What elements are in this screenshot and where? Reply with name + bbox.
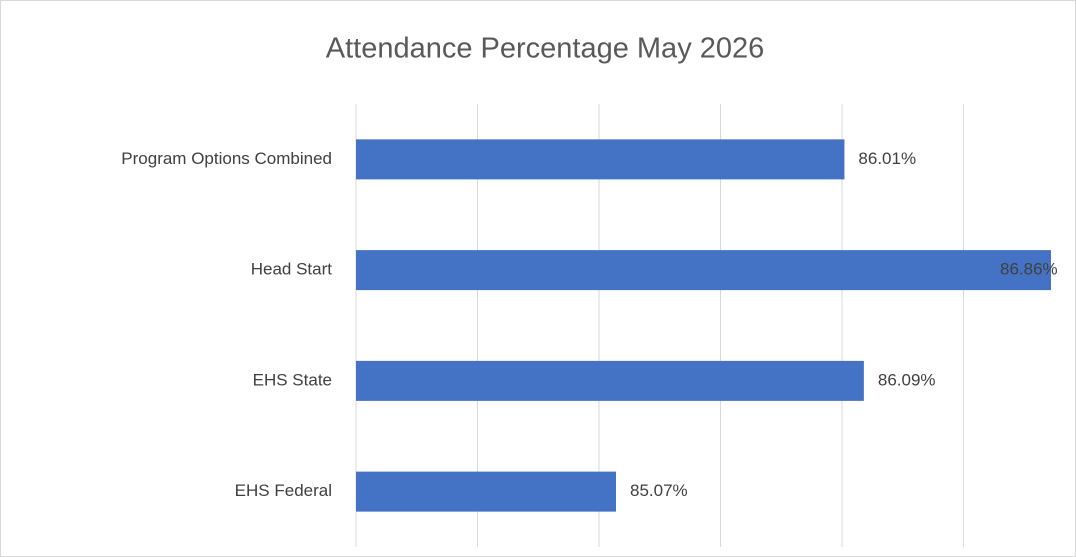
bar [356, 360, 864, 401]
y-tick-label: EHS State [253, 370, 332, 389]
y-tick-label: EHS Federal [235, 481, 332, 500]
data-label: 85.07% [630, 481, 688, 500]
bar [356, 471, 617, 512]
y-tick-label: Head Start [251, 260, 333, 279]
bar [356, 139, 845, 180]
bar [356, 250, 1051, 291]
data-label: 86.09% [878, 370, 936, 389]
data-label: 86.01% [858, 149, 916, 168]
y-tick-label: Program Options Combined [121, 149, 332, 168]
chart-title: Attendance Percentage May 2026 [326, 33, 765, 65]
data-label: 86.86% [1000, 260, 1058, 279]
